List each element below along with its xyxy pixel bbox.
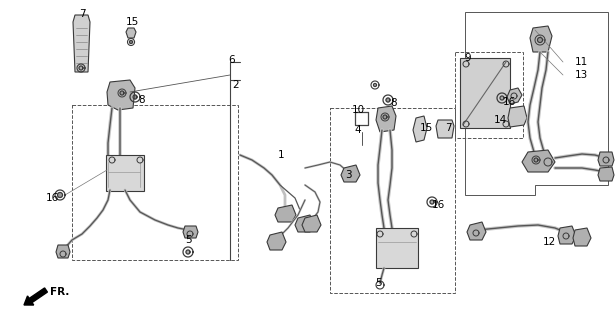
Polygon shape (295, 215, 314, 232)
Polygon shape (598, 167, 614, 181)
Polygon shape (386, 98, 390, 102)
Polygon shape (507, 88, 522, 104)
Polygon shape (467, 222, 486, 240)
Text: 4: 4 (355, 125, 362, 135)
Polygon shape (522, 150, 555, 172)
Text: 13: 13 (575, 70, 589, 80)
Text: 12: 12 (542, 237, 555, 247)
Polygon shape (302, 215, 321, 232)
Text: 3: 3 (344, 170, 351, 180)
Text: 14: 14 (494, 115, 507, 125)
Polygon shape (275, 205, 296, 222)
Text: 7: 7 (445, 123, 451, 133)
Text: 5: 5 (184, 235, 191, 245)
Polygon shape (126, 28, 136, 38)
Polygon shape (130, 41, 132, 44)
Text: 15: 15 (125, 17, 138, 27)
Polygon shape (56, 245, 70, 258)
Polygon shape (107, 80, 135, 110)
Polygon shape (79, 66, 83, 70)
Polygon shape (267, 232, 286, 250)
Text: FR.: FR. (50, 287, 69, 297)
Polygon shape (373, 84, 376, 86)
Polygon shape (530, 26, 552, 52)
Polygon shape (183, 226, 198, 238)
Polygon shape (573, 228, 591, 246)
FancyArrow shape (24, 288, 47, 305)
Text: 16: 16 (432, 200, 445, 210)
Text: 5: 5 (375, 278, 381, 288)
Polygon shape (376, 106, 396, 132)
Polygon shape (430, 200, 434, 204)
Text: 8: 8 (390, 98, 397, 108)
Polygon shape (500, 96, 504, 100)
Text: 8: 8 (138, 95, 145, 105)
Bar (460, 58, 510, 128)
Polygon shape (120, 91, 124, 95)
Polygon shape (436, 120, 454, 138)
Text: 11: 11 (575, 57, 589, 67)
Text: 16: 16 (503, 97, 516, 107)
Text: 15: 15 (420, 123, 433, 133)
Text: 6: 6 (229, 55, 236, 65)
Polygon shape (133, 95, 137, 99)
Polygon shape (538, 37, 542, 43)
Polygon shape (413, 116, 427, 142)
Text: 7: 7 (79, 9, 85, 19)
Polygon shape (508, 106, 527, 127)
Polygon shape (383, 115, 387, 119)
Text: 10: 10 (351, 105, 365, 115)
Bar (330, 108, 455, 293)
Bar (106, 155, 144, 191)
Polygon shape (186, 250, 190, 254)
Text: 2: 2 (232, 80, 239, 90)
Text: 1: 1 (278, 150, 285, 160)
Bar (72, 105, 238, 260)
Text: 16: 16 (46, 193, 58, 203)
Bar (455, 52, 523, 138)
Polygon shape (341, 165, 360, 182)
Polygon shape (58, 193, 63, 197)
Polygon shape (558, 226, 576, 244)
Polygon shape (534, 158, 538, 162)
Polygon shape (73, 15, 90, 72)
Bar (376, 228, 418, 268)
Polygon shape (598, 152, 614, 166)
Text: 9: 9 (465, 53, 471, 63)
